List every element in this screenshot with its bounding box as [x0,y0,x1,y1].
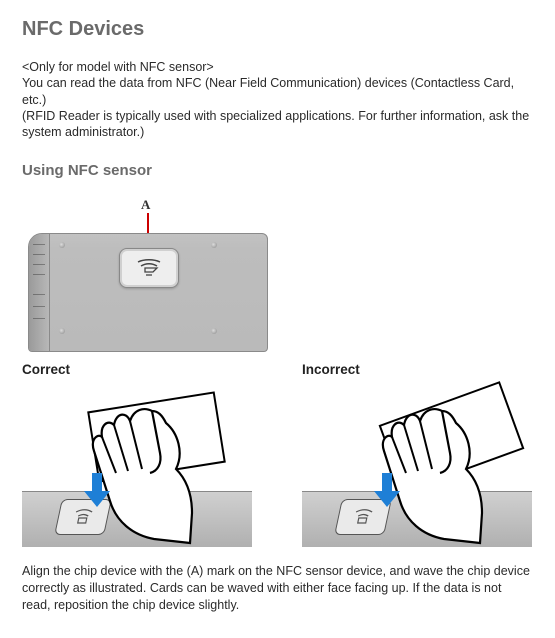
screw-icon [59,328,65,334]
hinge-area [29,234,50,351]
incorrect-diagram [302,387,532,547]
instruction-text: Align the chip device with the (A) mark … [22,563,533,614]
screw-icon [59,242,65,248]
intro-line-1: You can read the data from NFC (Near Fie… [22,75,533,108]
correct-label: Correct [22,362,252,377]
screw-icon [211,242,217,248]
nfc-sensor-plate [119,248,179,288]
section-title: Using NFC sensor [22,162,533,179]
correct-diagram [22,387,252,547]
hand-icon [90,393,250,548]
incorrect-example: Incorrect [302,362,532,547]
nfc-icon [134,258,164,278]
correct-example: Correct [22,362,252,547]
screw-icon [211,328,217,334]
page-title: NFC Devices [22,18,533,41]
hand-icon [380,393,540,548]
nfc-location-diagram: A [28,197,268,352]
only-for-note: <Only for model with NFC sensor> [22,59,533,75]
device-body [28,233,268,352]
incorrect-label: Incorrect [302,362,532,377]
marker-letter-a: A [141,197,150,213]
usage-examples: Correct Incorrect [22,362,533,547]
intro-line-2: (RFID Reader is typically used with spec… [22,108,533,141]
